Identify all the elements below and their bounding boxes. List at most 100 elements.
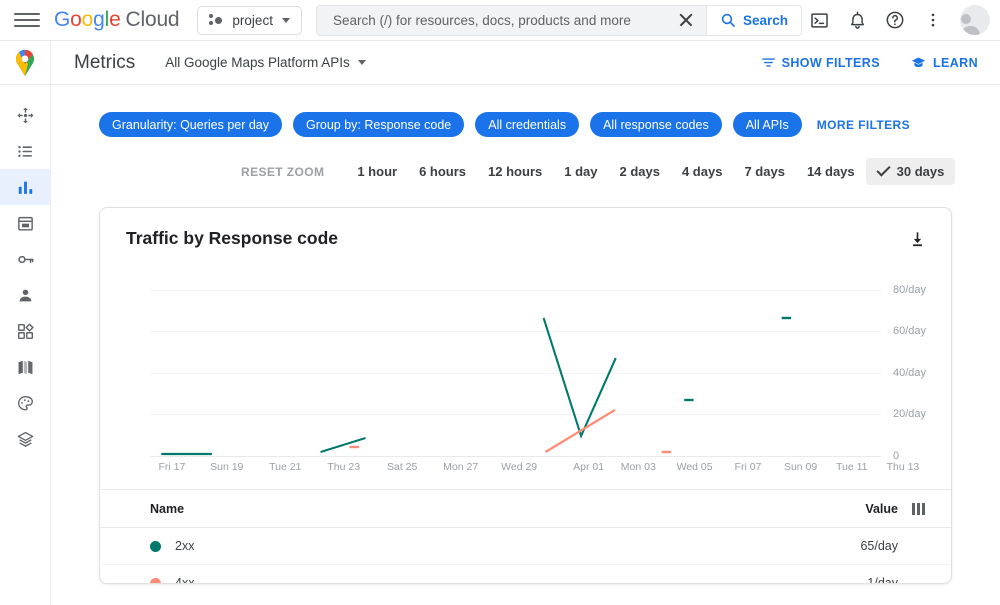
top-app-bar: Google Cloud project Search xyxy=(0,0,1000,41)
google-cloud-logo[interactable]: Google Cloud xyxy=(54,8,180,32)
legend-value-2xx: 65/day xyxy=(860,539,898,553)
bar-chart-icon xyxy=(18,181,32,194)
table-row[interactable]: 4xx 1/day xyxy=(100,565,951,584)
chart-card-header: Traffic by Response code xyxy=(100,208,951,256)
sidebar-item-oauth[interactable] xyxy=(0,277,51,313)
chip-granularity[interactable]: Granularity: Queries per day xyxy=(99,112,283,137)
chart-legend-table: Name Value 2xx 65/day 4xx xyxy=(100,489,951,584)
show-filters-label: SHOW FILTERS xyxy=(781,55,880,70)
legend-col-value: Value xyxy=(865,501,898,516)
google-maps-pin-icon xyxy=(0,41,51,84)
x-tick-10: Fri 07 xyxy=(734,461,762,473)
logo-letter-g2: g xyxy=(93,8,105,31)
reset-zoom-button[interactable]: RESET ZOOM xyxy=(241,164,325,179)
legend-name-4xx: 4xx xyxy=(175,576,195,584)
time-range-30-days-label: 30 days xyxy=(896,164,945,179)
legend-value-4xx: 1/day xyxy=(867,576,898,584)
api-selector[interactable]: All Google Maps Platform APIs xyxy=(165,55,366,70)
chip-group-by[interactable]: Group by: Response code xyxy=(293,112,465,137)
chip-credentials[interactable]: All credentials xyxy=(475,112,580,137)
x-tick-2: Tue 21 xyxy=(269,461,302,473)
download-icon[interactable] xyxy=(906,228,929,256)
left-nav-rail xyxy=(0,85,51,605)
learn-label: LEARN xyxy=(932,55,978,70)
y-tick-80: 80/day xyxy=(893,284,927,296)
learn-button[interactable]: LEARN xyxy=(910,55,978,70)
metrics-content: Granularity: Queries per day Group by: R… xyxy=(51,85,1000,605)
time-range-14-days[interactable]: 14 days xyxy=(806,164,855,179)
page-body: Granularity: Queries per day Group by: R… xyxy=(0,85,1000,605)
y-tick-60: 60/day xyxy=(893,325,927,337)
logo-letter-e: e xyxy=(109,8,121,31)
move-arrows-icon xyxy=(17,107,33,123)
sidebar-item-metrics[interactable] xyxy=(0,169,51,205)
table-row[interactable]: 2xx 65/day xyxy=(100,528,951,565)
time-range-1-day[interactable]: 1 day xyxy=(564,164,598,179)
search-box[interactable] xyxy=(315,4,707,36)
x-tick-1: Sun 19 xyxy=(210,461,244,473)
x-tick-6: Wed 29 xyxy=(501,461,538,473)
gridline-80: 80/day xyxy=(150,284,926,296)
columns-icon[interactable] xyxy=(912,502,929,515)
gridline-60: 60/day xyxy=(150,325,926,337)
x-tick-0: Fri 17 xyxy=(158,461,186,473)
logo-letter-o1: o xyxy=(70,8,82,31)
chart-title: Traffic by Response code xyxy=(126,228,339,248)
time-range-2-days[interactable]: 2 days xyxy=(619,164,660,179)
map-icon xyxy=(18,360,32,374)
legend-name-2xx: 2xx xyxy=(175,539,195,553)
calendar-icon xyxy=(17,216,33,231)
page-header: Metrics All Google Maps Platform APIs SH… xyxy=(0,41,1000,85)
more-filters-button[interactable]: MORE FILTERS xyxy=(816,117,911,132)
sidebar-item-styles[interactable] xyxy=(0,385,51,421)
list-icon xyxy=(17,145,32,157)
hamburger-menu-icon[interactable] xyxy=(14,7,40,33)
time-range-30-days[interactable]: 30 days xyxy=(865,158,956,185)
chart-series-svg xyxy=(161,316,792,456)
sidebar-item-reports[interactable] xyxy=(0,205,51,241)
sidebar-item-maps[interactable] xyxy=(0,349,51,385)
api-selector-label: All Google Maps Platform APIs xyxy=(165,55,350,70)
x-tick-3: Thu 23 xyxy=(327,461,361,473)
time-range-1-hour[interactable]: 1 hour xyxy=(357,164,398,179)
graduation-cap-icon xyxy=(911,57,925,67)
search-area: Search xyxy=(315,4,802,36)
check-icon xyxy=(876,162,891,177)
sidebar-item-places[interactable] xyxy=(0,313,51,349)
chart-x-axis: Fri 17 Sun 19 Tue 21 Thu 23 Sat 25 Mon 2… xyxy=(150,456,919,478)
x-tick-4: Sat 25 xyxy=(387,461,418,473)
sidebar-item-credentials[interactable] xyxy=(0,241,51,277)
gridline-20: 20/day xyxy=(150,408,926,420)
legend-color-dot-4xx xyxy=(150,577,161,583)
more-vert-icon[interactable] xyxy=(916,3,950,37)
time-range-12-hours[interactable]: 12 hours xyxy=(488,164,543,179)
header-actions: SHOW FILTERS LEARN xyxy=(761,55,1000,70)
search-button[interactable]: Search xyxy=(706,4,802,36)
chip-apis[interactable]: All APIs xyxy=(732,112,802,137)
x-tick-12: Tue 11 xyxy=(835,461,868,473)
time-range-4-days[interactable]: 4 days xyxy=(681,164,723,179)
project-selector[interactable]: project xyxy=(197,5,302,35)
time-range-7-days[interactable]: 7 days xyxy=(744,164,785,179)
show-filters-button[interactable]: SHOW FILTERS xyxy=(761,55,880,70)
top-bar-icons xyxy=(802,3,990,37)
sidebar-item-overview[interactable] xyxy=(0,97,51,133)
close-icon[interactable] xyxy=(676,10,696,30)
time-range-6-hours[interactable]: 6 hours xyxy=(419,164,467,179)
apps-grid-icon xyxy=(17,322,34,339)
legend-header-row: Name Value xyxy=(100,489,951,528)
legend-col-name: Name xyxy=(150,501,185,516)
sidebar-item-apis[interactable] xyxy=(0,133,51,169)
series-4xx xyxy=(349,409,672,454)
terminal-icon[interactable] xyxy=(802,3,836,37)
help-icon[interactable] xyxy=(878,3,912,37)
bell-icon[interactable] xyxy=(840,3,874,37)
x-tick-7: Apr 01 xyxy=(573,461,605,473)
search-input[interactable] xyxy=(330,11,676,29)
search-button-label: Search xyxy=(742,12,788,28)
logo-word-cloud: Cloud xyxy=(125,8,180,31)
chip-response-codes[interactable]: All response codes xyxy=(590,112,722,137)
account-avatar[interactable] xyxy=(960,5,990,35)
key-icon xyxy=(17,255,33,263)
sidebar-item-datasets[interactable] xyxy=(0,421,51,457)
